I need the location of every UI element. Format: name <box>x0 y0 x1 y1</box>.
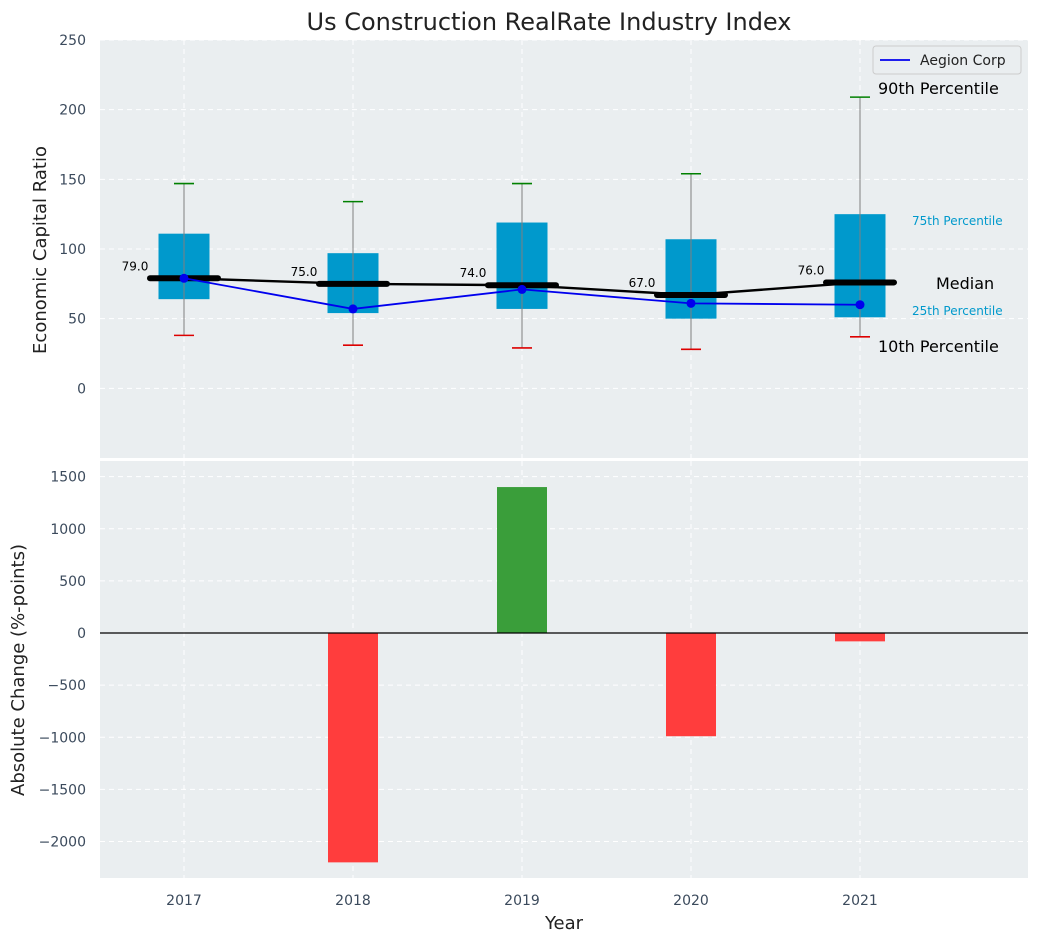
series-point <box>179 273 189 283</box>
series-point <box>686 298 696 308</box>
top-y-tick-label: 150 <box>59 172 86 188</box>
median-value-label: 76.0 <box>798 263 825 277</box>
annotation-p90: 90th Percentile <box>878 79 999 98</box>
x-tick-label: 2019 <box>504 893 540 909</box>
bottom-y-tick-label: 1000 <box>50 522 86 538</box>
bottom-y-tick-label: −500 <box>48 678 86 694</box>
bottom-y-axis-label: Absolute Change (%-points) <box>8 544 29 796</box>
median-value-label: 75.0 <box>291 265 318 279</box>
x-tick-label: 2020 <box>673 893 709 909</box>
x-ticks: 2017 2018 2019 2020 2021 <box>166 893 878 909</box>
median-value-label: 74.0 <box>460 266 487 280</box>
chart-title: Us Construction RealRate Industry Index <box>307 8 792 36</box>
series-point <box>348 304 358 314</box>
top-y-tick-label: 250 <box>59 33 86 49</box>
median-value-label: 79.0 <box>122 259 149 273</box>
top-y-tick-label: 0 <box>77 381 86 397</box>
bottom-y-ticks: −2000 −1500 −1000 −500 0 500 1000 1500 <box>39 470 86 851</box>
legend-label: Aegion Corp <box>920 53 1006 69</box>
bottom-y-tick-label: 500 <box>59 574 86 590</box>
top-chart-marks: 79.0 75.0 74.0 67.0 76.0 <box>122 96 897 351</box>
x-tick-label: 2021 <box>842 893 878 909</box>
top-y-tick-label: 50 <box>68 312 86 328</box>
median-value-label: 67.0 <box>629 276 656 290</box>
legend-box <box>872 45 1022 75</box>
top-y-axis-label: Economic Capital Ratio <box>30 146 51 354</box>
series-point <box>517 284 527 294</box>
change-bar <box>666 633 716 737</box>
bottom-panel-bg <box>100 461 1028 878</box>
bottom-y-tick-label: −1000 <box>39 730 86 746</box>
bottom-y-tick-label: −2000 <box>39 835 86 851</box>
bottom-y-tick-label: 0 <box>77 626 86 642</box>
x-tick-label: 2017 <box>166 893 202 909</box>
bottom-chart-marks <box>100 487 1028 863</box>
x-tick-label: 2018 <box>335 893 371 909</box>
bottom-y-tick-label: −1500 <box>39 782 86 798</box>
change-bar <box>328 633 378 863</box>
annotation-median: Median <box>936 274 994 293</box>
annotation-p25: 25th Percentile <box>912 304 1003 318</box>
annotation-p10: 10th Percentile <box>878 337 999 356</box>
top-y-tick-label: 100 <box>59 242 86 258</box>
change-bar <box>497 487 547 634</box>
top-y-ticks: 0 50 100 150 200 250 <box>59 33 86 397</box>
bottom-grid <box>100 461 1028 878</box>
x-axis-label: Year <box>544 913 584 934</box>
legend: Aegion Corp <box>872 45 1022 75</box>
change-bar <box>835 633 885 642</box>
bottom-y-tick-label: 1500 <box>50 470 86 486</box>
series-point <box>855 300 865 310</box>
annotation-p75: 75th Percentile <box>912 214 1003 228</box>
top-y-tick-label: 200 <box>59 103 86 119</box>
